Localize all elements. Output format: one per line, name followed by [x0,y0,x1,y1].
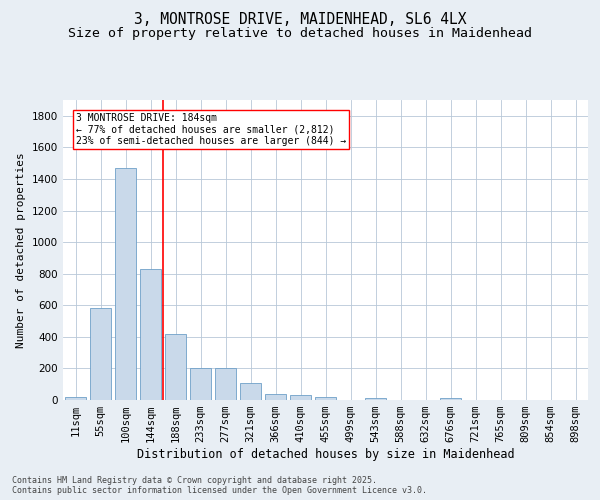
Bar [215,368,236,400]
Bar [165,334,186,400]
Bar [315,397,336,400]
Bar [65,397,86,400]
Text: 3 MONTROSE DRIVE: 184sqm
← 77% of detached houses are smaller (2,812)
23% of sem: 3 MONTROSE DRIVE: 184sqm ← 77% of detach… [76,112,346,146]
Bar [290,396,311,400]
Text: 3, MONTROSE DRIVE, MAIDENHEAD, SL6 4LX: 3, MONTROSE DRIVE, MAIDENHEAD, SL6 4LX [134,12,466,28]
Bar [265,394,286,400]
Y-axis label: Number of detached properties: Number of detached properties [16,152,26,348]
Text: Size of property relative to detached houses in Maidenhead: Size of property relative to detached ho… [68,28,532,40]
Bar [140,269,161,400]
Bar [190,368,211,400]
Bar [365,398,386,400]
Text: Contains HM Land Registry data © Crown copyright and database right 2025.
Contai: Contains HM Land Registry data © Crown c… [12,476,427,495]
X-axis label: Distribution of detached houses by size in Maidenhead: Distribution of detached houses by size … [137,448,514,461]
Bar [90,308,111,400]
Bar [115,168,136,400]
Bar [440,398,461,400]
Bar [240,384,261,400]
